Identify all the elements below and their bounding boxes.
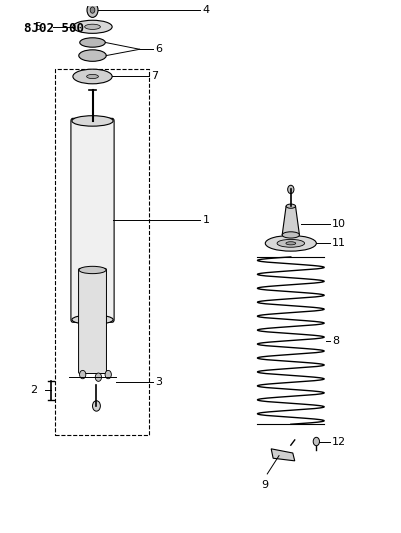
Ellipse shape bbox=[72, 116, 113, 126]
Circle shape bbox=[79, 370, 86, 379]
Text: 8: 8 bbox=[332, 336, 339, 345]
Text: 3: 3 bbox=[155, 377, 162, 387]
Ellipse shape bbox=[282, 232, 300, 238]
Circle shape bbox=[313, 437, 320, 446]
FancyBboxPatch shape bbox=[71, 118, 114, 322]
Ellipse shape bbox=[265, 236, 316, 251]
Circle shape bbox=[93, 401, 100, 411]
Text: 2: 2 bbox=[30, 385, 37, 395]
Polygon shape bbox=[282, 206, 300, 235]
Text: 4: 4 bbox=[203, 5, 210, 15]
Ellipse shape bbox=[72, 315, 113, 325]
Polygon shape bbox=[271, 449, 295, 461]
Ellipse shape bbox=[286, 204, 296, 208]
Circle shape bbox=[105, 370, 111, 379]
Ellipse shape bbox=[79, 50, 106, 61]
Circle shape bbox=[288, 185, 294, 193]
Circle shape bbox=[87, 3, 98, 18]
Ellipse shape bbox=[73, 20, 112, 34]
Ellipse shape bbox=[85, 24, 100, 29]
Bar bbox=[55, 69, 150, 435]
Circle shape bbox=[90, 7, 95, 13]
Ellipse shape bbox=[79, 266, 106, 273]
Text: 1: 1 bbox=[203, 215, 209, 225]
Circle shape bbox=[95, 373, 101, 381]
Ellipse shape bbox=[277, 239, 304, 247]
Text: 7: 7 bbox=[152, 71, 158, 82]
Ellipse shape bbox=[73, 69, 112, 84]
Text: 5: 5 bbox=[34, 22, 41, 32]
Text: 12: 12 bbox=[332, 437, 346, 447]
Text: 6: 6 bbox=[155, 44, 162, 54]
Ellipse shape bbox=[87, 75, 98, 78]
Text: 9: 9 bbox=[262, 480, 269, 490]
Text: 10: 10 bbox=[332, 220, 346, 230]
Ellipse shape bbox=[80, 38, 105, 47]
FancyBboxPatch shape bbox=[79, 269, 106, 374]
Text: 11: 11 bbox=[332, 238, 346, 248]
Ellipse shape bbox=[286, 242, 296, 245]
Text: 8J02 500: 8J02 500 bbox=[24, 21, 84, 35]
